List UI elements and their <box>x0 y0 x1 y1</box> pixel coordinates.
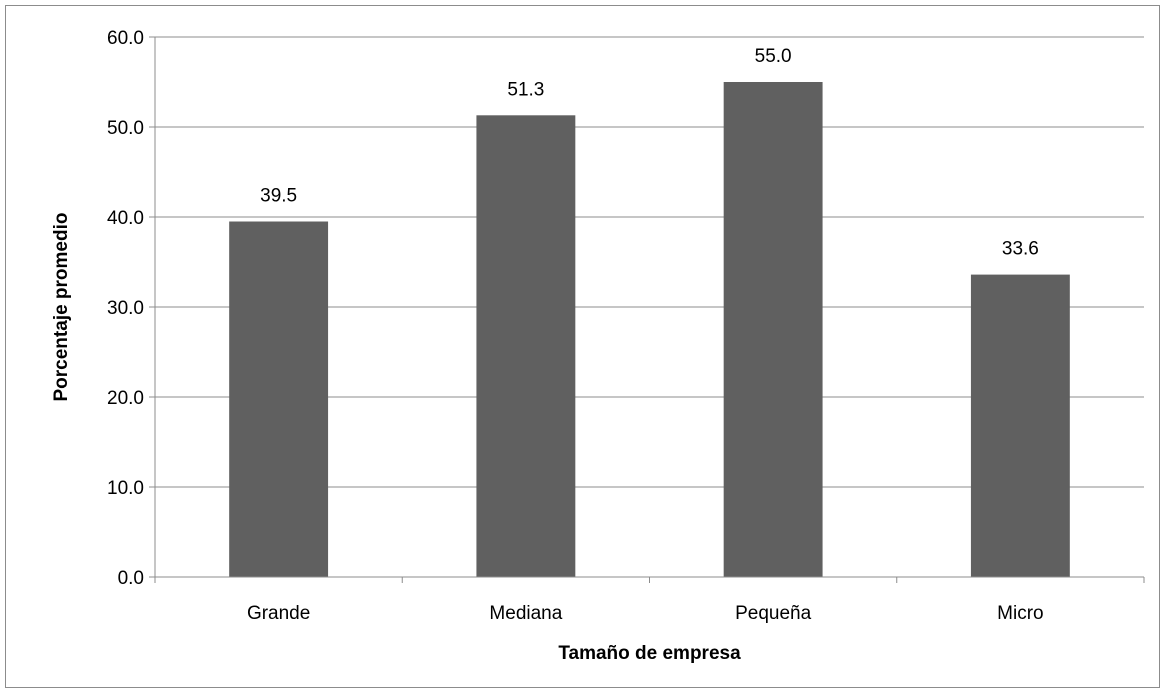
chart-frame <box>5 5 1160 688</box>
data-label: 51.3 <box>507 79 544 100</box>
y-tick-label: 30.0 <box>107 298 144 319</box>
x-tick-label: Mediana <box>489 603 562 624</box>
y-tick-label: 60.0 <box>107 28 144 49</box>
bar <box>970 274 1070 577</box>
x-tick-label: Micro <box>997 603 1043 624</box>
y-tick-label: 20.0 <box>107 388 144 409</box>
bar <box>476 115 576 578</box>
x-tick-label: Grande <box>247 603 310 624</box>
y-tick-label: 10.0 <box>107 478 144 499</box>
data-label: 55.0 <box>755 46 792 67</box>
bar <box>723 82 823 577</box>
labels: 0.0 10.0 20.0 30.0 40.0 50.0 60.0 39.5 Grande 51.… <box>107 28 1044 624</box>
x-tick-label: Pequeña <box>735 603 812 624</box>
bar <box>229 221 329 577</box>
y-axis-title: Porcentaje promedio <box>51 213 72 402</box>
y-tick-label: 40.0 <box>107 208 144 229</box>
bars <box>229 82 1070 578</box>
data-label: 39.5 <box>260 186 297 207</box>
x-axis-title: Tamaño de empresa <box>558 643 741 664</box>
y-tick-label: 0.0 <box>118 568 144 589</box>
data-label: 33.6 <box>1002 239 1039 260</box>
axes <box>149 36 1145 583</box>
y-tick-label: 50.0 <box>107 118 144 139</box>
